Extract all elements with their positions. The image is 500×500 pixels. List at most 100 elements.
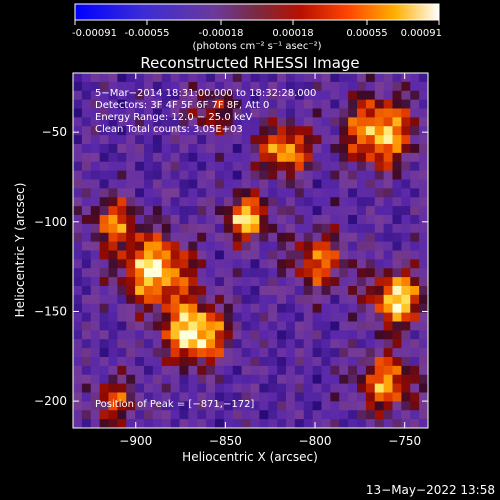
- heatmap-cell: [330, 135, 340, 145]
- heatmap-cell: [250, 286, 260, 296]
- heatmap-cell: [374, 401, 385, 411]
- heatmap-cell: [161, 392, 172, 402]
- heatmap-cell: [73, 410, 83, 420]
- heatmap-cell: [277, 73, 287, 83]
- heatmap-cell: [81, 152, 92, 163]
- heatmap-cell: [365, 73, 376, 83]
- heatmap-cell: [419, 170, 428, 180]
- heatmap-cell: [99, 99, 109, 109]
- heatmap-cell: [144, 152, 154, 163]
- heatmap-cell: [197, 303, 207, 314]
- heatmap-cell: [223, 401, 234, 411]
- heatmap-cell: [197, 179, 207, 189]
- heatmap-cell: [348, 374, 358, 385]
- heatmap-cell: [286, 268, 296, 278]
- heatmap-cell: [152, 170, 163, 180]
- heatmap-cell: [286, 312, 296, 322]
- heatmap-cell: [339, 152, 349, 163]
- heatmap-cell: [73, 197, 83, 207]
- heatmap-cell: [170, 206, 180, 216]
- heatmap-cell: [197, 135, 207, 145]
- heatmap-cell: [383, 348, 393, 358]
- heatmap-cell: [179, 286, 189, 296]
- heatmap-cell: [401, 277, 411, 287]
- heatmap-cell: [250, 144, 260, 154]
- heatmap-cell: [339, 197, 349, 207]
- colorbar-units: (photons cm⁻² s⁻¹ asec⁻²): [192, 41, 321, 52]
- heatmap-cell: [197, 206, 207, 216]
- heatmap-cell: [241, 330, 251, 340]
- heatmap-cell: [365, 188, 376, 198]
- heatmap-cell: [419, 188, 428, 198]
- heatmap-cell: [215, 223, 225, 234]
- heatmap-cell: [232, 73, 243, 83]
- heatmap-cell: [90, 223, 101, 234]
- heatmap-cell: [161, 179, 172, 189]
- heatmap-cell: [294, 259, 305, 269]
- heatmap-cell: [170, 232, 180, 243]
- heatmap-cell: [401, 321, 411, 331]
- heatmap-cell: [383, 357, 393, 367]
- heatmap-cell: [144, 339, 154, 349]
- heatmap-cell: [117, 108, 127, 118]
- heatmap-cell: [126, 126, 136, 136]
- heatmap-cell: [223, 73, 234, 83]
- heatmap-cell: [259, 339, 269, 349]
- heatmap-cell: [321, 188, 331, 198]
- heatmap-cell: [339, 392, 349, 402]
- heatmap-cell: [312, 312, 322, 322]
- heatmap-cell: [73, 215, 83, 225]
- heatmap-cell: [321, 144, 331, 154]
- colorbar-tick-label: 0.00018: [272, 28, 313, 39]
- heatmap-cell: [365, 365, 376, 376]
- heatmap-cell: [277, 135, 287, 145]
- heatmap-cell: [303, 277, 314, 287]
- heatmap-cell: [392, 357, 402, 367]
- heatmap-cell: [401, 303, 411, 314]
- heatmap-cell: [90, 374, 101, 385]
- heatmap-cell: [170, 321, 180, 331]
- heatmap-cell: [117, 179, 127, 189]
- heatmap-cell: [365, 152, 376, 163]
- heatmap-cell: [392, 410, 402, 420]
- heatmap-cell: [81, 117, 92, 127]
- heatmap-cell: [206, 268, 216, 278]
- heatmap-cell: [277, 259, 287, 269]
- heatmap-cell: [117, 303, 127, 314]
- heatmap-cell: [321, 81, 331, 92]
- heatmap-cell: [374, 117, 385, 127]
- heatmap-cell: [250, 339, 260, 349]
- heatmap-cell: [348, 321, 358, 331]
- heatmap-cell: [357, 250, 367, 260]
- heatmap-cell: [99, 126, 109, 136]
- heatmap-cell: [117, 144, 127, 154]
- heatmap-cell: [401, 419, 411, 428]
- heatmap-cell: [286, 401, 296, 411]
- heatmap-cell: [135, 90, 145, 101]
- heatmap-cell: [410, 232, 420, 243]
- heatmap-cell: [215, 250, 225, 260]
- heatmap-cell: [330, 117, 340, 127]
- heatmap-cell: [241, 250, 251, 260]
- heatmap-cell: [232, 321, 243, 331]
- heatmap-cell: [401, 81, 411, 92]
- heatmap-cell: [365, 241, 376, 251]
- heatmap-cell: [392, 365, 402, 376]
- heatmap-cell: [357, 348, 367, 358]
- heatmap-cell: [294, 321, 305, 331]
- heatmap-cell: [126, 286, 136, 296]
- heatmap-cell: [223, 277, 234, 287]
- heatmap-cell: [241, 108, 251, 118]
- heatmap-cell: [365, 294, 376, 305]
- heatmap-cell: [99, 241, 109, 251]
- heatmap-cell: [357, 294, 367, 305]
- heatmap-cell: [365, 250, 376, 260]
- heatmap-cell: [357, 339, 367, 349]
- heatmap-cell: [286, 117, 296, 127]
- heatmap-cell: [144, 312, 154, 322]
- heatmap-cell: [108, 312, 118, 322]
- heatmap-cell: [179, 108, 189, 118]
- heatmap-cell: [144, 206, 154, 216]
- heatmap-cell: [241, 357, 251, 367]
- heatmap-cell: [321, 117, 331, 127]
